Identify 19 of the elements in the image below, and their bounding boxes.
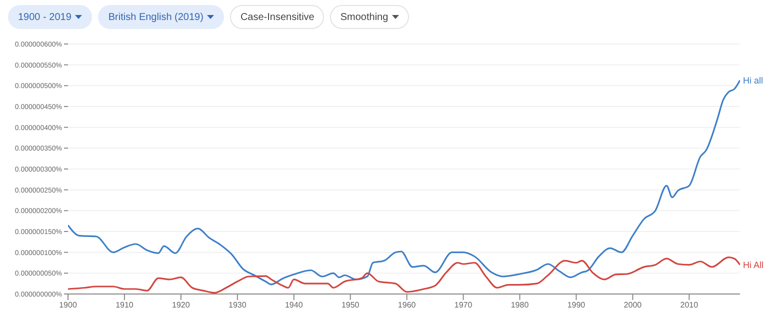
text: Smoothing xyxy=(340,12,388,22)
x-tick-label: 1990 xyxy=(567,300,586,310)
x-tick-label: 1950 xyxy=(341,300,360,310)
x-tick-label: 1900 xyxy=(59,300,78,310)
x-tick-label: 2000 xyxy=(624,300,642,310)
line-series xyxy=(68,79,740,286)
text: 1900 - 2019 xyxy=(18,12,72,22)
x-tick-label: 1980 xyxy=(510,300,530,310)
x-tick-label: 1970 xyxy=(454,300,473,310)
series-label: Hi all xyxy=(743,75,764,86)
x-tick-label: 2010 xyxy=(680,300,699,310)
x-tick-label: 1960 xyxy=(398,300,416,310)
text: British English (2019) xyxy=(108,12,204,22)
x-tick-label: 1910 xyxy=(116,300,134,310)
x-tick-label: 1930 xyxy=(228,300,247,310)
text: Case-Insensitive xyxy=(240,12,314,22)
x-tick-label: 1940 xyxy=(284,300,304,310)
series-label: Hi All xyxy=(743,260,764,270)
x-tick-label: 1920 xyxy=(172,300,190,310)
